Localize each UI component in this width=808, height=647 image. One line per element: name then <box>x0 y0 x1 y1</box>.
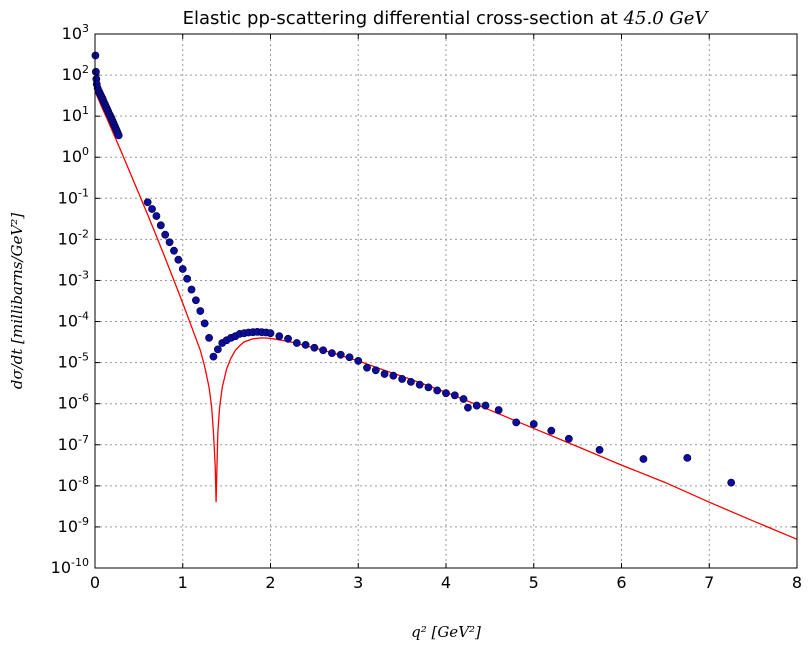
x-tick-label: 7 <box>704 573 714 592</box>
data-point <box>406 377 415 386</box>
y-tick-label: 10-7 <box>58 433 89 454</box>
data-point <box>143 198 152 207</box>
data-point <box>213 345 222 354</box>
data-point <box>165 238 174 247</box>
data-point <box>192 296 200 305</box>
data-point <box>114 131 123 140</box>
y-tick-label: 10-6 <box>58 392 89 413</box>
data-point <box>494 406 503 414</box>
data-point <box>529 420 538 428</box>
y-tick-label: 100 <box>62 145 89 166</box>
x-tick-label: 6 <box>616 573 626 592</box>
data-point <box>170 246 178 255</box>
data-point <box>209 352 218 361</box>
chart-title: Elastic pp-scattering differential cross… <box>183 8 710 29</box>
data-point <box>595 445 604 454</box>
y-tick-label: 10-1 <box>58 186 89 207</box>
data-point <box>639 455 648 463</box>
data-point <box>433 386 442 395</box>
data-point <box>481 401 490 410</box>
data-point <box>472 401 481 410</box>
data-points-layer <box>91 51 736 487</box>
data-point <box>174 255 183 264</box>
y-axis-label: dσ/dt [millibarns/GeV²] <box>8 213 26 389</box>
x-tick-label: 8 <box>792 573 802 592</box>
data-point <box>464 403 472 412</box>
y-tick-label: 10-3 <box>58 268 89 289</box>
x-tick-label: 4 <box>441 573 451 592</box>
axis-ticks: 0 1 2 3 4 5 6 7 8 10-10 10-9 10-8 10-7 10-6 10-5 10-4 10… <box>51 22 802 592</box>
data-point <box>512 418 521 427</box>
data-point <box>275 332 284 341</box>
data-point <box>310 343 319 352</box>
y-tick-label: 102 <box>62 63 89 84</box>
data-point <box>328 349 336 358</box>
y-tick-label: 10-4 <box>58 310 89 331</box>
data-point <box>336 350 345 359</box>
y-tick-label: 10-5 <box>58 351 89 372</box>
data-point <box>380 370 389 378</box>
data-point <box>156 221 165 230</box>
data-point <box>178 265 187 273</box>
y-tick-label: 10-9 <box>58 515 89 536</box>
grid-lines <box>95 34 797 568</box>
data-point <box>424 383 433 392</box>
data-point <box>363 363 371 372</box>
data-point <box>354 357 363 365</box>
chart-title-math: 45.0 GeV <box>623 8 710 29</box>
x-axis-label: q² [GeV²] <box>411 623 481 641</box>
data-point <box>148 205 156 213</box>
data-point <box>152 212 161 220</box>
data-point <box>345 353 354 362</box>
data-point <box>547 426 556 435</box>
x-tick-label: 3 <box>353 573 363 592</box>
x-tick-label: 0 <box>90 573 100 592</box>
data-point <box>91 67 100 76</box>
data-point <box>727 478 736 487</box>
chart-title-prefix: Elastic pp-scattering differential cross… <box>183 8 624 29</box>
data-point <box>371 366 380 375</box>
data-point <box>301 340 310 349</box>
data-point <box>196 307 205 315</box>
data-point <box>450 391 459 400</box>
data-point <box>442 389 450 398</box>
data-point <box>398 375 407 383</box>
y-tick-label: 10-10 <box>51 556 89 577</box>
x-tick-label: 5 <box>529 573 539 592</box>
data-point <box>200 319 209 328</box>
y-tick-label: 103 <box>62 22 89 43</box>
y-tick-label: 101 <box>62 104 89 125</box>
data-point <box>319 346 328 355</box>
data-point <box>415 380 424 389</box>
data-point <box>205 333 213 342</box>
data-point <box>284 334 292 343</box>
data-point <box>183 274 192 283</box>
data-point <box>683 453 692 462</box>
data-point <box>292 339 301 347</box>
data-point <box>266 329 275 338</box>
data-point <box>187 285 196 294</box>
data-point <box>564 434 573 443</box>
x-tick-label: 2 <box>265 573 275 592</box>
x-tick-label: 1 <box>178 573 188 592</box>
data-point <box>459 395 468 403</box>
y-tick-label: 10-2 <box>58 227 89 248</box>
y-tick-label: 10-8 <box>58 474 89 495</box>
data-point <box>389 371 398 380</box>
data-point <box>161 230 170 239</box>
